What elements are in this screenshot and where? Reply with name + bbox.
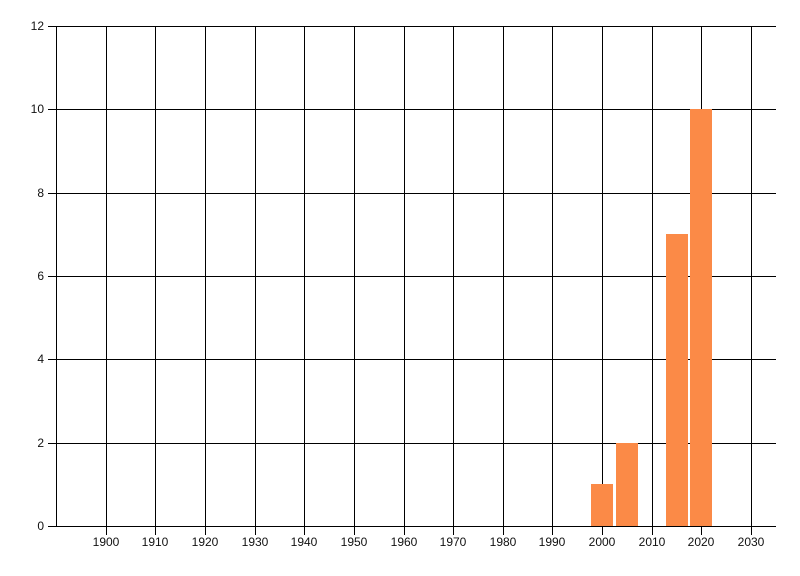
x-axis-tick — [255, 527, 256, 535]
bar-2020 — [690, 109, 712, 526]
y-gridline — [56, 443, 776, 444]
y-tick-label: 0 — [37, 519, 44, 533]
x-tick-label: 1960 — [390, 535, 418, 549]
x-gridline — [751, 26, 752, 526]
y-tick-label: 12 — [30, 19, 44, 33]
y-gridline — [56, 26, 776, 27]
x-axis-tick — [552, 527, 553, 535]
y-gridline — [56, 276, 776, 277]
x-axis-tick — [602, 527, 603, 535]
x-tick-label: 2020 — [687, 535, 715, 549]
x-tick-label: 1910 — [141, 535, 169, 549]
x-gridline — [503, 26, 504, 526]
x-axis-tick — [652, 527, 653, 535]
x-axis-tick — [503, 527, 504, 535]
x-axis-tick — [701, 527, 702, 535]
y-axis-tick — [48, 109, 56, 110]
bar-2015 — [666, 234, 688, 526]
x-tick-label: 1940 — [290, 535, 318, 549]
x-tick-label: 2010 — [638, 535, 666, 549]
x-tick-label: 2000 — [588, 535, 616, 549]
x-tick-label: 1900 — [92, 535, 120, 549]
y-axis-tick — [48, 443, 56, 444]
x-gridline — [106, 26, 107, 526]
x-gridline — [304, 26, 305, 526]
y-tick-label: 10 — [30, 102, 44, 116]
x-axis-tick — [751, 527, 752, 535]
y-axis-tick — [48, 526, 56, 527]
y-axis-tick — [48, 26, 56, 27]
y-axis-tick — [48, 276, 56, 277]
x-gridline — [453, 26, 454, 526]
x-gridline — [652, 26, 653, 526]
x-axis-tick — [304, 527, 305, 535]
x-tick-label: 1920 — [191, 535, 219, 549]
x-axis-tick — [404, 527, 405, 535]
x-axis-tick — [354, 527, 355, 535]
x-tick-label: 1990 — [538, 535, 566, 549]
x-tick-label: 1980 — [489, 535, 517, 549]
x-gridline — [354, 26, 355, 526]
x-tick-label: 1950 — [340, 535, 368, 549]
x-gridline — [602, 26, 603, 526]
x-axis-tick — [106, 527, 107, 535]
bar-2000 — [591, 484, 613, 526]
x-gridline — [404, 26, 405, 526]
y-gridline — [56, 109, 776, 110]
x-gridline — [255, 26, 256, 526]
y-axis-tick — [48, 193, 56, 194]
y-tick-label: 4 — [37, 352, 44, 366]
y-gridline — [56, 193, 776, 194]
bar-2005 — [616, 443, 638, 526]
x-gridline — [205, 26, 206, 526]
y-gridline — [56, 359, 776, 360]
y-tick-label: 6 — [37, 269, 44, 283]
y-axis-tick — [48, 359, 56, 360]
y-gridline — [56, 526, 776, 527]
y-axis-line — [56, 26, 57, 526]
x-gridline — [155, 26, 156, 526]
x-gridline — [552, 26, 553, 526]
y-tick-label: 8 — [37, 186, 44, 200]
x-tick-label: 1930 — [241, 535, 269, 549]
y-tick-label: 2 — [37, 436, 44, 450]
x-axis-tick — [205, 527, 206, 535]
x-axis-tick — [155, 527, 156, 535]
x-tick-label: 2030 — [737, 535, 765, 549]
x-axis-tick — [453, 527, 454, 535]
x-tick-label: 1970 — [439, 535, 467, 549]
